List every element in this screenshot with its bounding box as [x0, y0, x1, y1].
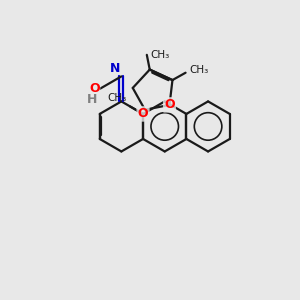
- Text: O: O: [138, 107, 148, 120]
- Text: CH₃: CH₃: [107, 94, 127, 103]
- Text: H: H: [87, 93, 98, 106]
- Text: CH₃: CH₃: [189, 65, 208, 75]
- Text: O: O: [164, 98, 175, 111]
- Text: O: O: [89, 82, 100, 95]
- Text: N: N: [110, 62, 120, 75]
- Text: CH₃: CH₃: [150, 50, 170, 60]
